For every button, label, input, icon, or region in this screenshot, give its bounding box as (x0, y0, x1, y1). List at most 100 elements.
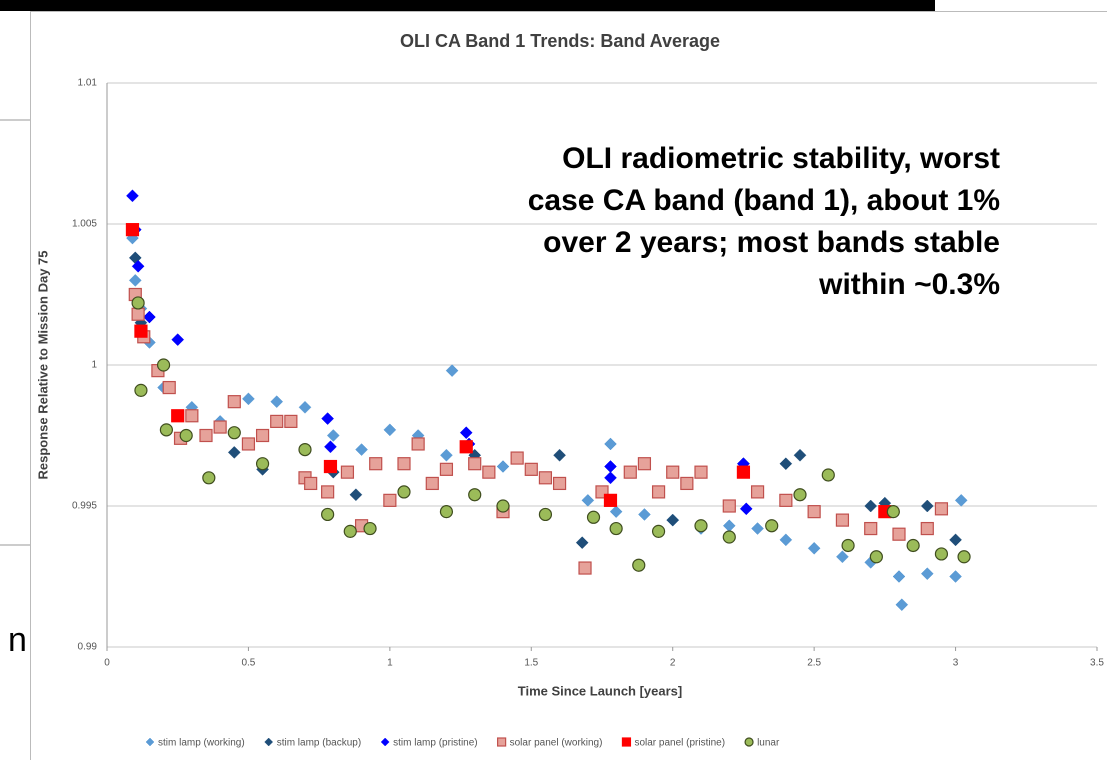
diamond-point (609, 505, 623, 518)
diamond-point (380, 737, 390, 747)
square-point (171, 409, 185, 423)
legend-label: stim lamp (pristine) (393, 738, 477, 749)
x-tick-label: 2.5 (807, 658, 821, 669)
y-axis-title: Response Relative to Mission Day 75 (35, 250, 50, 479)
y-tick-label: 1.005 (72, 219, 97, 230)
lunar-point (744, 737, 754, 747)
diamond-point (242, 392, 255, 406)
lunar-point (694, 519, 708, 533)
square-point (131, 307, 145, 321)
diamond-point (270, 395, 284, 409)
y-tick-label: 0.99 (78, 642, 98, 653)
square-point (227, 395, 241, 409)
x-tick-label: 1.5 (524, 658, 538, 669)
diamond-point (949, 533, 962, 547)
annotation-line: within ~0.3% (818, 268, 1000, 301)
square-point (835, 513, 850, 527)
diamond-point (864, 499, 878, 513)
lunar-point (321, 507, 335, 522)
lunar-point (886, 505, 900, 519)
lunar-point (202, 471, 216, 485)
diamond-point (383, 423, 397, 437)
square-point (552, 476, 567, 491)
page-fragment: n (8, 621, 27, 659)
legend-label: solar panel (working) (510, 738, 603, 749)
chart-title: OLI CA Band 1 Trends: Band Average (400, 31, 720, 51)
diamond-point (324, 440, 337, 454)
lunar-point (957, 550, 971, 564)
diamond-point (739, 502, 753, 516)
square-point (603, 493, 618, 507)
diamond-point (227, 446, 241, 459)
square-point (807, 505, 821, 519)
lunar-point (906, 538, 920, 553)
lunar-point (609, 521, 623, 536)
square-point (578, 561, 592, 575)
square-point (241, 437, 256, 451)
square-point (680, 476, 694, 491)
square-point (524, 462, 538, 476)
square-point (482, 465, 496, 479)
lunar-point (131, 296, 145, 310)
diamond-point (920, 567, 934, 581)
diamond-point (126, 189, 139, 203)
diamond-point (553, 448, 566, 462)
square-point (694, 465, 708, 479)
square-point (621, 737, 632, 747)
diamond-point (779, 457, 793, 471)
square-point (340, 465, 355, 479)
lunar-point (765, 519, 779, 533)
diamond-point (575, 536, 589, 550)
square-point (750, 485, 765, 499)
square-point (304, 476, 318, 491)
top-bar (0, 0, 935, 11)
lunar-point (179, 428, 193, 443)
annotation-line: over 2 years; most bands stable (543, 226, 1000, 259)
diamond-point (131, 259, 145, 273)
square-point (383, 493, 397, 507)
y-tick-label: 0.995 (72, 501, 97, 512)
x-tick-label: 0 (104, 658, 110, 669)
diamond-point (326, 429, 340, 442)
square-point (666, 465, 680, 479)
legend: stim lamp (working) stim lamp (backup) sti… (145, 737, 780, 749)
lunar-point (869, 550, 883, 564)
lunar-point (343, 524, 357, 538)
square-point (213, 420, 227, 434)
lunar-point (298, 443, 312, 457)
square-point (459, 440, 473, 454)
square-point (892, 527, 906, 541)
square-point (134, 324, 148, 338)
diamond-point (892, 570, 906, 583)
lunar-point (227, 426, 241, 440)
square-point (637, 457, 652, 471)
square-point (920, 521, 934, 536)
diamond-point (666, 513, 680, 527)
diamond-point (298, 400, 312, 414)
square-point (321, 485, 335, 499)
diamond-point (440, 448, 453, 462)
lunar-point (538, 507, 553, 522)
square-point (439, 462, 454, 476)
legend-label: solar panel (pristine) (634, 738, 725, 749)
diamond-point (581, 494, 595, 507)
square-point (538, 471, 553, 485)
x-axis-title: Time Since Launch [years] (518, 683, 683, 698)
plot: 0.99 0.995 1 1.005 1.01 0 0.5 1 1.5 2 2.5 3 3.5 (72, 78, 1104, 669)
square-point (284, 414, 298, 428)
diamond-point (143, 310, 156, 324)
diamond-point (128, 274, 142, 287)
diamond-point (954, 494, 968, 507)
square-point (468, 457, 482, 471)
square-point (125, 223, 140, 237)
square-point (369, 457, 383, 471)
square-point (411, 437, 425, 451)
square-point (425, 476, 439, 491)
diamond-point (920, 499, 934, 513)
diamond-point (496, 460, 510, 473)
square-point (397, 457, 411, 471)
lunar-point (363, 521, 377, 536)
lunar-point (397, 485, 411, 499)
lunar-point (156, 358, 171, 372)
